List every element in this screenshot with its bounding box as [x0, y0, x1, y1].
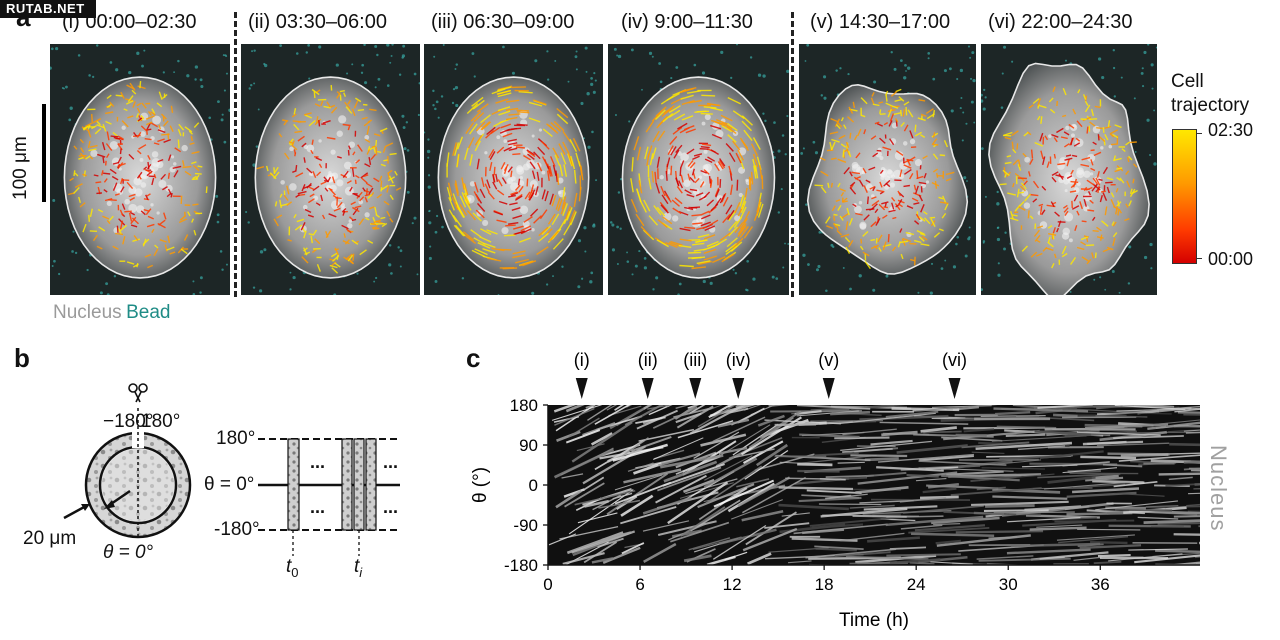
micrograph-ii-svg — [241, 44, 420, 295]
scale-bar-label: 100 μm — [10, 136, 31, 200]
panel-title-v: (v) 14:30–17:00 — [810, 11, 951, 33]
y-tick-label: 180 — [510, 396, 538, 415]
time-marker-arrow — [689, 378, 702, 399]
x-axis-label: Time (h) — [839, 610, 909, 631]
x-tick-label: 36 — [1091, 575, 1110, 594]
x-tick-label: 24 — [907, 575, 926, 594]
channel-legend: Nucleus Bead — [53, 302, 170, 324]
panel-a-letter: a — [16, 2, 31, 32]
x-tick-label: 30 — [999, 575, 1018, 594]
micrograph-v — [799, 44, 976, 295]
cut-label-right: 180° — [141, 411, 181, 432]
cut-label-left: −180° — [103, 411, 154, 432]
radius-label: 20 μm — [23, 528, 77, 549]
time-marker-arrow — [575, 378, 588, 399]
panel-title-iii: (iii) 06:30–09:00 — [431, 11, 575, 33]
time-marker-arrow — [822, 378, 835, 399]
thickness-arrow — [63, 504, 87, 520]
theta-zero-label: θ = 0° — [103, 542, 154, 563]
micrograph-iv — [608, 44, 789, 295]
time-marker-label: (iv) — [726, 350, 751, 370]
kymograph-texture — [548, 405, 1200, 565]
ti-label: ti — [354, 556, 363, 580]
x-tick-label: 0 — [543, 575, 552, 594]
colorbar-tick-top — [1196, 133, 1202, 134]
panel-b-letter: b — [14, 343, 30, 373]
micrograph-i-svg — [50, 44, 230, 295]
ellipsis-2: ... — [310, 497, 326, 517]
legend-nucleus: Nucleus — [53, 302, 122, 323]
panel-title-iv: (iv) 9:00–11:30 — [621, 11, 753, 33]
panel-c-letter: c — [466, 343, 481, 373]
separator-dashed-1 — [234, 12, 237, 297]
panel-title-ii: (ii) 03:30–06:00 — [248, 11, 387, 33]
micrograph-v-svg — [799, 44, 976, 295]
colorbar — [1172, 129, 1197, 264]
ellipsis-3: ... — [383, 452, 399, 472]
y-axis-label: θ (°) — [470, 467, 491, 503]
x-tick-label: 12 — [723, 575, 742, 594]
micrograph-vi-svg — [981, 44, 1157, 295]
colorbar-min-label: 00:00 — [1208, 249, 1254, 269]
colorbar-title-line1: Cell — [1171, 71, 1204, 92]
time-marker-label: (i) — [574, 350, 590, 370]
colorbar-tick-bottom — [1196, 258, 1202, 259]
ellipsis-1: ... — [310, 452, 326, 472]
y-tick-label: 0 — [529, 476, 538, 495]
micrograph-ii — [241, 44, 420, 295]
time-marker-label: (v) — [818, 350, 839, 370]
time-marker-label: (ii) — [638, 350, 658, 370]
scale-bar — [42, 104, 46, 202]
panel-b-schematic — [63, 383, 400, 556]
schematic-axis-bottom: -180° — [214, 519, 260, 540]
panel-title-i: (i) 00:00–02:30 — [62, 11, 197, 33]
micrograph-iii-svg — [424, 44, 603, 295]
scissors-icon — [128, 383, 148, 403]
panel-title-vi: (vi) 22:00–24:30 — [988, 11, 1133, 33]
kymograph-chart: 0 6 12 18 24 30 36 180 90 0 -90 -180 Time (h) θ (°) (i… — [470, 350, 1200, 631]
time-marker-label: (iii) — [683, 350, 707, 370]
colorbar-title-line2: trajectory — [1171, 95, 1250, 116]
schematic-axis-top: 180° — [216, 428, 256, 449]
micrograph-vi — [981, 44, 1157, 295]
micrograph-i — [50, 44, 230, 295]
micrograph-iii — [424, 44, 603, 295]
y-tick-label: -180 — [504, 556, 538, 575]
x-tick-label: 18 — [815, 575, 834, 594]
kymograph-channel-label: Nucleus — [1206, 445, 1231, 532]
time-marker-arrow — [948, 378, 961, 399]
t0-label: t0 — [286, 556, 299, 580]
time-marker-label: (vi) — [942, 350, 967, 370]
y-tick-label: 90 — [519, 436, 538, 455]
organoid-inner-texture — [102, 449, 174, 521]
separator-dashed-2 — [791, 12, 794, 297]
watermark: RUTAB.NET — [0, 0, 96, 18]
schematic-axis-mid: θ = 0° — [204, 474, 255, 495]
x-tick-label: 6 — [635, 575, 644, 594]
legend-bead: Bead — [126, 302, 171, 323]
y-tick-label: -90 — [513, 516, 538, 535]
colorbar-max-label: 02:30 — [1208, 120, 1254, 140]
time-marker-arrow — [641, 378, 654, 399]
ellipsis-4: ... — [383, 497, 399, 517]
micrograph-iv-svg — [608, 44, 789, 295]
time-marker-arrow — [732, 378, 745, 399]
